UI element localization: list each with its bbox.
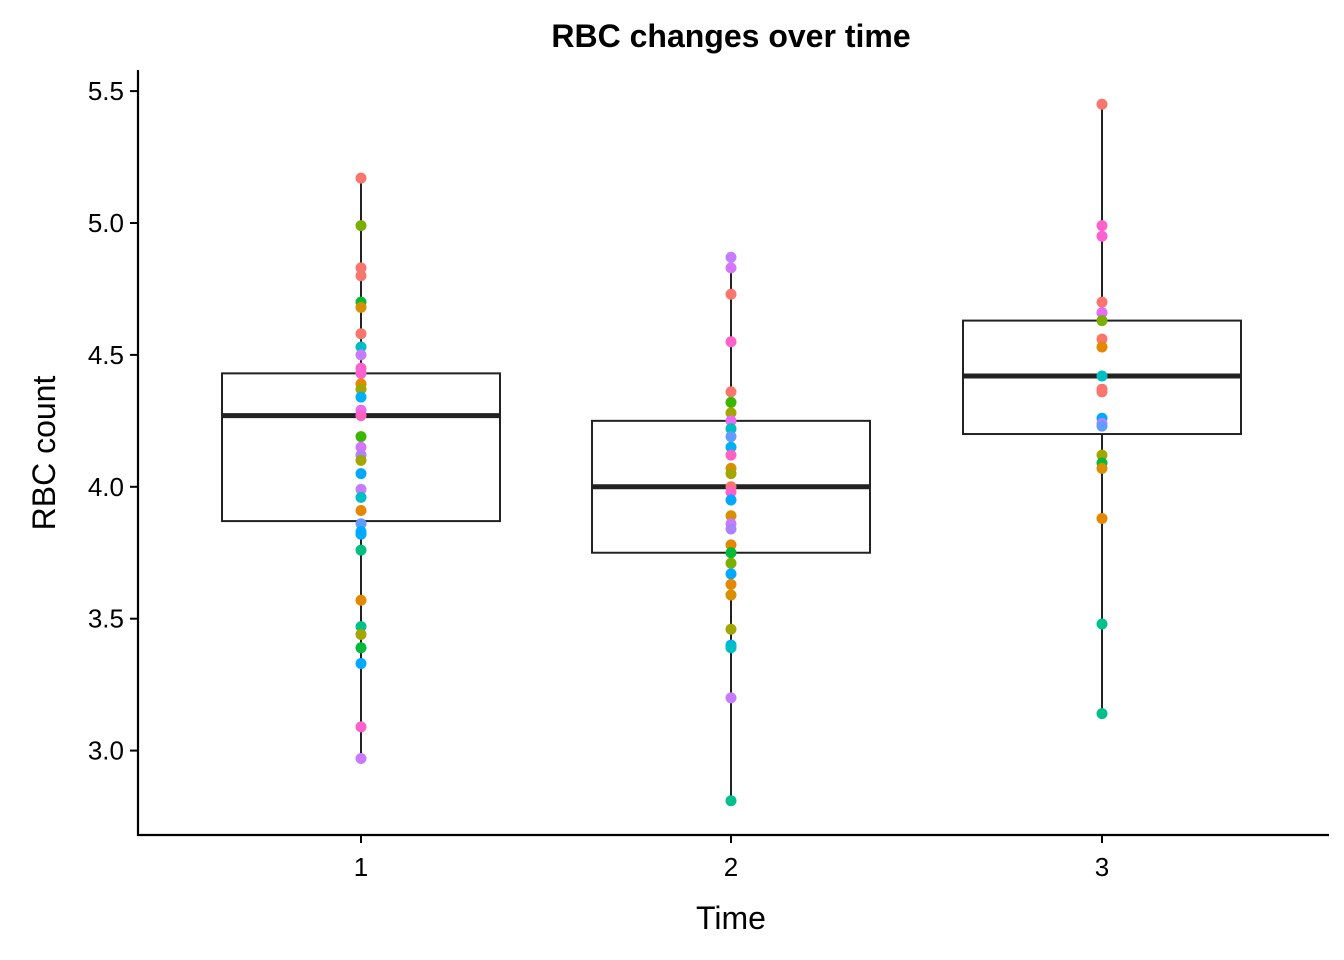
data-point — [725, 441, 737, 453]
data-point — [1096, 618, 1108, 630]
data-point — [725, 589, 737, 601]
data-point — [725, 547, 737, 559]
data-point — [725, 396, 737, 408]
data-point — [725, 539, 737, 551]
data-point — [1096, 708, 1108, 720]
data-point — [725, 431, 737, 443]
y-tick-label: 4.0 — [88, 472, 124, 502]
data-point — [355, 621, 367, 633]
data-point — [1096, 220, 1108, 232]
data-point — [1096, 230, 1108, 242]
data-point — [355, 341, 367, 353]
data-point — [725, 386, 737, 398]
x-axis-title: Time — [696, 900, 766, 936]
data-point — [1096, 449, 1108, 461]
data-point — [355, 594, 367, 606]
data-point — [1096, 341, 1108, 353]
data-point — [355, 544, 367, 556]
y-tick-label: 4.5 — [88, 340, 124, 370]
data-point — [355, 367, 367, 379]
y-tick-label: 3.0 — [88, 736, 124, 766]
y-tick-label: 5.5 — [88, 76, 124, 106]
data-point — [725, 486, 737, 498]
x-tick-label: 1 — [354, 852, 368, 882]
data-point — [355, 483, 367, 495]
data-point — [355, 383, 367, 395]
data-point — [725, 449, 737, 461]
data-point — [725, 336, 737, 348]
x-tick-label: 3 — [1095, 852, 1109, 882]
data-point — [725, 578, 737, 590]
data-point — [355, 753, 367, 764]
axes-layer — [136, 70, 1329, 837]
data-point — [355, 468, 367, 480]
data-point — [725, 568, 737, 580]
data-point — [1096, 315, 1108, 327]
data-point — [1096, 420, 1108, 432]
data-point — [725, 407, 737, 419]
x-tick-label: 2 — [724, 852, 738, 882]
data-point — [355, 491, 367, 503]
data-point — [355, 454, 367, 466]
data-point — [355, 262, 367, 274]
data-point — [1096, 370, 1108, 382]
data-point — [725, 557, 737, 569]
data-point — [355, 721, 367, 733]
chart-title: RBC changes over time — [551, 18, 910, 54]
data-point — [355, 328, 367, 340]
data-point — [725, 523, 737, 535]
data-point — [355, 301, 367, 313]
data-point — [355, 658, 367, 670]
data-point — [725, 251, 737, 263]
data-point — [355, 441, 367, 453]
data-point — [355, 642, 367, 654]
data-point — [1096, 333, 1108, 345]
y-axis-title: RBC count — [26, 376, 62, 531]
data-point — [725, 510, 737, 522]
data-point — [725, 468, 737, 480]
data-point — [725, 623, 737, 635]
data-point — [355, 270, 367, 282]
data-point — [355, 172, 367, 184]
data-point — [725, 415, 737, 427]
data-point — [725, 262, 737, 274]
data-point — [725, 423, 737, 435]
data-point — [355, 431, 367, 443]
data-point — [355, 391, 367, 403]
data-point — [355, 505, 367, 517]
data-point — [355, 518, 367, 530]
data-point — [1096, 512, 1108, 524]
data-point — [1096, 307, 1108, 319]
points-layer — [355, 98, 1108, 807]
y-tick-label: 3.5 — [88, 604, 124, 634]
data-point — [355, 629, 367, 641]
data-point — [355, 349, 367, 361]
data-point — [1096, 386, 1108, 398]
data-point — [725, 494, 737, 506]
data-point — [725, 795, 737, 807]
data-point — [725, 642, 737, 654]
data-point — [1096, 296, 1108, 308]
data-point — [725, 692, 737, 704]
ticks-layer: 3.0 3.5 4.0 4.5 5.0 5.5 1 2 3 — [88, 76, 1109, 882]
data-point — [355, 528, 367, 540]
data-point — [1096, 462, 1108, 474]
data-point — [725, 288, 737, 300]
data-point — [1096, 98, 1108, 110]
data-point — [355, 220, 367, 232]
data-point — [355, 410, 367, 422]
y-tick-label: 5.0 — [88, 208, 124, 238]
